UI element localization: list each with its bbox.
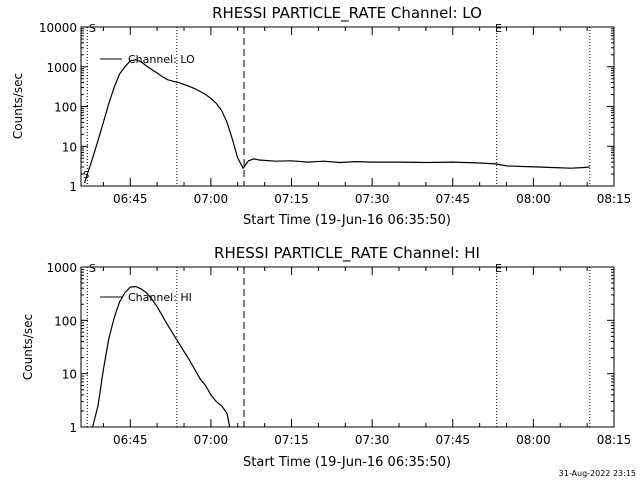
x-tick-label: 07:30: [355, 433, 390, 447]
legend-label-lo: Channel: LO: [128, 53, 195, 66]
y-tick-label: 1000: [46, 61, 77, 75]
x-tick-label: 08:15: [597, 192, 632, 206]
panel-hi: RHESSI PARTICLE_RATE Channel: HI Counts/…: [21, 244, 631, 470]
x-tick-label: 07:00: [194, 433, 229, 447]
series-hi: [92, 285, 231, 428]
y-axis-label-lo: Counts/sec: [11, 73, 25, 139]
x-tick-label: 08:00: [516, 192, 551, 206]
x-tick-label: 08:15: [597, 433, 632, 447]
x-tick-label: 07:15: [274, 433, 309, 447]
legend-lo: Channel: LO: [100, 53, 195, 66]
y-tick-label: 10: [62, 140, 77, 154]
vlines-hi: [86, 267, 591, 427]
x-axis-label-lo: Start Time (19-Jun-16 06:35:50): [243, 213, 451, 228]
y-tick-label: 10: [62, 368, 77, 382]
plot-frame-hi: [80, 266, 615, 428]
y-tick-label: 1: [69, 180, 77, 194]
x-tick-label: 08:00: [516, 433, 551, 447]
y-ticks-lo: 1 10 100 1000 10000: [39, 21, 614, 194]
chart-title-hi: RHESSI PARTICLE_RATE Channel: HI: [214, 244, 480, 263]
y-tick-label: 1: [69, 421, 77, 435]
end-marker-label-lo: E: [495, 22, 502, 35]
y-tick-label: 100: [54, 314, 77, 328]
x-tick-label: 07:45: [435, 433, 470, 447]
start-marker-label-lo: S: [89, 22, 96, 35]
date-stamp: 31-Aug-2022 23:15: [559, 469, 636, 478]
y-ticks-hi: 1 10 100 1000: [46, 261, 614, 435]
vlines-lo: [86, 27, 591, 186]
panel-lo: RHESSI PARTICLE_RATE Channel: LO Counts/…: [11, 4, 631, 228]
series-line: [92, 285, 231, 428]
x-tick-label: 07:45: [435, 192, 470, 206]
y-tick-label: 100: [54, 101, 77, 115]
chart-title-lo: RHESSI PARTICLE_RATE Channel: LO: [212, 4, 482, 23]
legend-hi: Channel: HI: [100, 291, 192, 304]
y-axis-label-hi: Counts/sec: [21, 314, 35, 380]
x-ticks-lo: 06:45 07:00 07:15 07:30 07:45 08:00 08:15: [102, 27, 632, 206]
flag-marker-label-lo: S: [83, 170, 89, 181]
y-tick-label: 1000: [46, 261, 77, 275]
x-ticks-hi: 06:45 07:00 07:15 07:30 07:45 08:00 08:15: [102, 267, 632, 447]
x-axis-label-hi: Start Time (19-Jun-16 06:35:50): [243, 455, 451, 470]
y-tick-label: 10000: [39, 21, 77, 35]
x-tick-label: 07:30: [355, 192, 390, 206]
x-tick-label: 07:15: [274, 192, 309, 206]
x-tick-label: 06:45: [113, 433, 148, 447]
series-line: [84, 59, 590, 184]
series-lo: [84, 59, 590, 184]
end-marker-label-hi: E: [495, 262, 502, 275]
x-tick-label: 07:00: [194, 192, 229, 206]
start-marker-label-hi: S: [89, 262, 96, 275]
x-tick-label: 06:45: [113, 192, 148, 206]
legend-label-hi: Channel: HI: [128, 291, 192, 304]
